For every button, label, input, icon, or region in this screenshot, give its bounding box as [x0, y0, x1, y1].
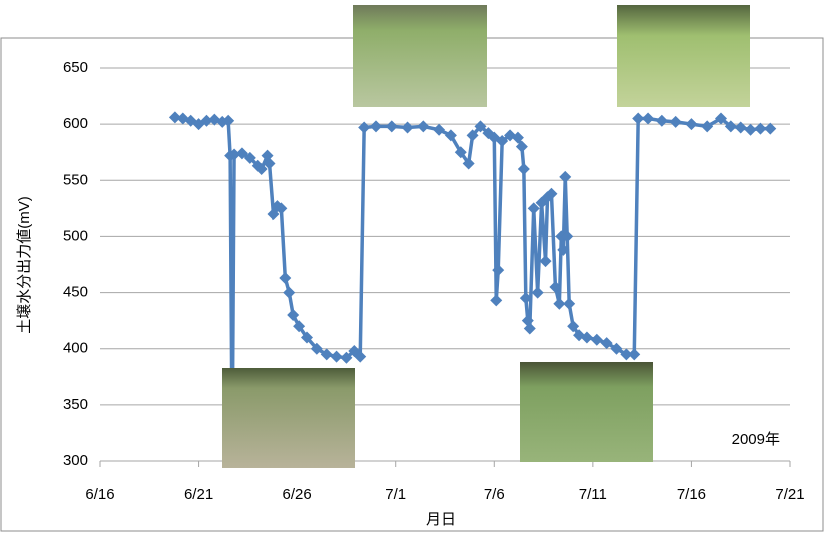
x-tick-label: 7/16 — [677, 486, 706, 503]
marker — [492, 264, 504, 276]
marker — [559, 171, 571, 183]
marker — [563, 298, 575, 310]
y-tick-label: 450 — [63, 284, 88, 301]
marker — [685, 118, 697, 130]
y-tick-label: 600 — [63, 115, 88, 132]
photo — [520, 362, 653, 462]
x-axis-label: 月日 — [426, 511, 456, 528]
marker — [670, 116, 682, 128]
marker — [642, 113, 654, 125]
y-tick-label: 400 — [63, 340, 88, 357]
marker — [540, 255, 552, 267]
chart: 土壌水分出力値(mV) 月日 300 350 400 450 500 550 600 650 6… — [0, 0, 827, 534]
y-tick-label: 500 — [63, 227, 88, 244]
marker — [745, 124, 757, 136]
marker — [735, 122, 747, 134]
marker — [532, 287, 544, 299]
marker — [490, 294, 502, 306]
y-tick-label: 350 — [63, 396, 88, 413]
x-tick-label: 6/21 — [184, 486, 213, 503]
marker — [591, 334, 603, 346]
y-tick-label: 550 — [63, 171, 88, 188]
marker — [279, 272, 291, 284]
photo — [222, 368, 355, 468]
marker — [370, 120, 382, 132]
y-tick-label: 300 — [63, 452, 88, 469]
y-tick-label: 650 — [63, 59, 88, 76]
marker — [628, 348, 640, 360]
photo — [617, 5, 750, 107]
x-tick-label: 7/21 — [775, 486, 804, 503]
x-tick-label: 7/11 — [579, 486, 607, 503]
marker — [402, 122, 414, 134]
photo — [353, 5, 487, 107]
x-tick-label: 6/16 — [85, 486, 114, 503]
marker — [287, 309, 299, 321]
x-tick-label: 7/6 — [484, 486, 505, 503]
marker — [656, 115, 668, 127]
x-tick-label: 7/1 — [385, 486, 406, 503]
marker — [518, 163, 530, 175]
y-axis-label: 土壌水分出力値(mV) — [16, 196, 33, 334]
marker — [433, 124, 445, 136]
marker — [331, 351, 343, 363]
marker — [283, 287, 295, 299]
x-tick-label: 6/26 — [283, 486, 312, 503]
marker — [358, 122, 370, 134]
chart-frame — [1, 38, 823, 531]
annotation: 2009年 — [732, 431, 780, 448]
marker — [417, 120, 429, 132]
marker — [386, 120, 398, 132]
